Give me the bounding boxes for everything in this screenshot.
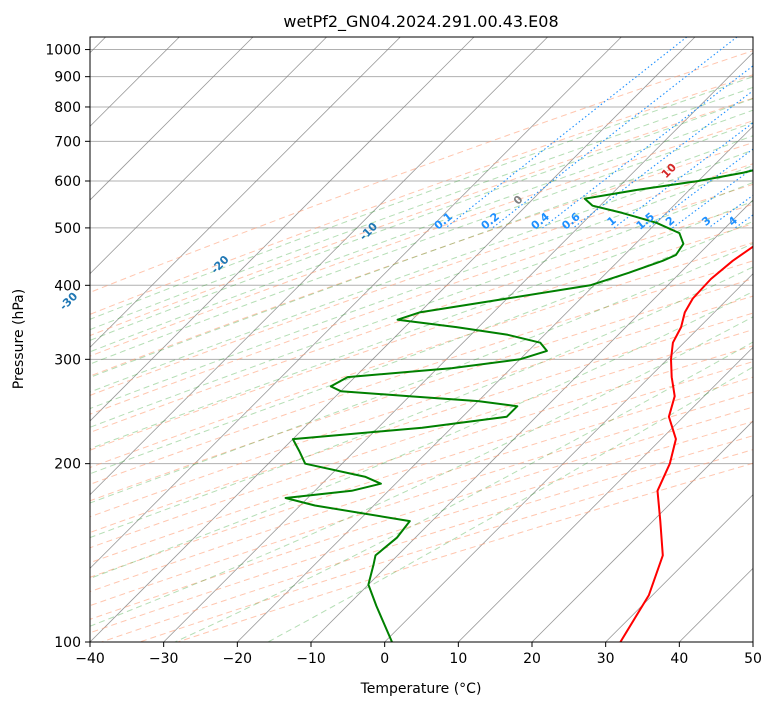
moist-adiabat-line (90, 181, 753, 428)
background-lines (90, 37, 753, 642)
moist-adiabat-line (90, 266, 753, 539)
isotherm-line (90, 37, 548, 496)
y-tick-label: 700 (54, 134, 81, 150)
x-axis-label: Temperature (°C) (360, 681, 482, 697)
dry-adiabat-line (101, 435, 753, 642)
temperature-profile (619, 245, 753, 642)
isotherm-line (90, 37, 327, 275)
x-tick-label: 10 (449, 651, 467, 667)
dry-adiabat-line (90, 183, 753, 415)
y-axis: 100 200 300 400 500 600 700 800 900 1000 (45, 43, 90, 651)
isotherm-line (90, 37, 696, 642)
dry-adiabat-line (177, 462, 753, 642)
y-tick-label: 800 (54, 100, 81, 116)
x-tick-label: −30 (149, 651, 179, 667)
moist-adiabat-line (90, 200, 753, 450)
chart-title: wetPf2_GN04.2024.291.00.43.E08 (283, 12, 558, 32)
x-tick-label: 0 (380, 651, 389, 667)
moist-adiabat-line (90, 98, 753, 341)
isotherm-line (458, 346, 753, 642)
isotherm-line (90, 37, 401, 348)
isotherm-line (384, 273, 753, 642)
x-tick-label: −20 (223, 651, 253, 667)
plot-frame (89, 36, 754, 643)
mixing-ratio-line (445, 37, 688, 229)
y-tick-label: 200 (54, 457, 81, 473)
isotherm-line (237, 125, 753, 642)
y-axis-label: Pressure (hPa) (11, 289, 27, 389)
dewpoint-profile (284, 169, 753, 642)
isotherm-line (605, 494, 753, 642)
x-tick-label: 50 (744, 651, 762, 667)
mixing-ratio-line (613, 122, 753, 229)
isotherm-line (90, 37, 622, 569)
moist-adiabat-line (90, 242, 753, 504)
x-tick-label: 40 (670, 651, 688, 667)
mixing-ratio-line (542, 65, 753, 229)
moist-adiabat-line (90, 122, 753, 365)
x-tick-label: −10 (296, 651, 326, 667)
isotherm-line (531, 420, 753, 642)
x-axis: −40 −30 −20 −10 0 10 20 30 40 50 (75, 642, 762, 667)
dry-adiabat-line (90, 97, 753, 337)
y-tick-label: 100 (54, 635, 81, 651)
y-tick-label: 500 (54, 221, 81, 237)
y-tick-label: 900 (54, 70, 81, 86)
series-lines (284, 169, 753, 642)
isotherm-line (163, 52, 753, 642)
mixing-ratio-line (672, 167, 753, 229)
isotherm-line (90, 37, 254, 201)
isotherm-line (310, 199, 753, 642)
dry-adiabat-line (139, 449, 753, 642)
moist-adiabat-line (90, 164, 753, 410)
isotherm-line (90, 37, 475, 422)
x-tick-label: −40 (75, 651, 105, 667)
dry-adiabat-line (90, 329, 753, 549)
moist-adiabat-line (90, 76, 753, 320)
moist-adiabat-line (267, 366, 753, 642)
dry-adiabat-line (90, 361, 753, 578)
dry-adiabat-line (90, 50, 753, 293)
y-tick-label: 400 (54, 278, 81, 294)
y-tick-label: 1000 (45, 43, 81, 59)
dry-adiabat-line (90, 345, 753, 564)
x-tick-label: 30 (597, 651, 615, 667)
moist-adiabat-line (90, 291, 753, 579)
y-tick-label: 600 (54, 174, 81, 190)
dry-adiabat-line (90, 163, 753, 396)
x-tick-label: 20 (523, 651, 541, 667)
moist-adiabat-line (90, 135, 753, 378)
y-tick-label: 300 (54, 352, 81, 368)
dry-adiabat-line (90, 142, 753, 377)
dry-adiabat-line (90, 120, 753, 357)
